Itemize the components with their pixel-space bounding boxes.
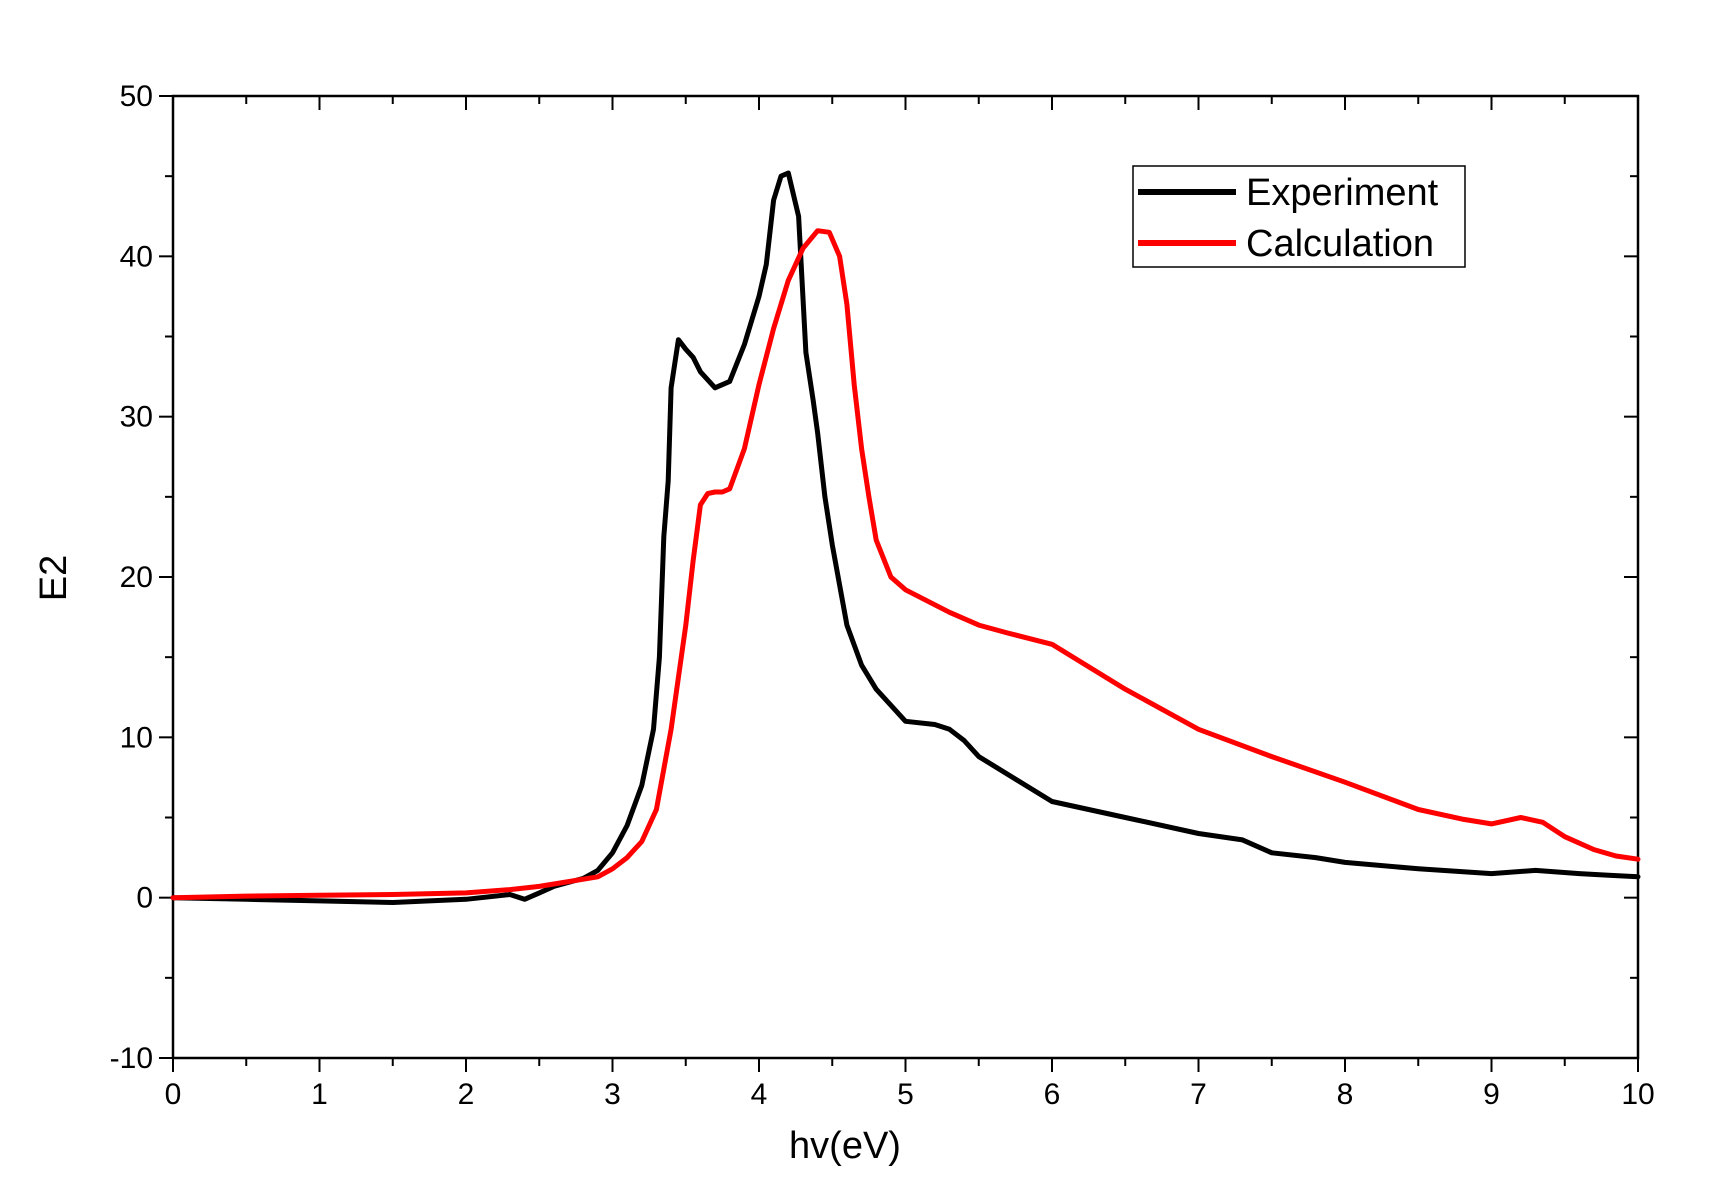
x-tick-label: 7: [1190, 1078, 1207, 1111]
x-axis-ticks: 0 1 2 3 4 5 6 7 8 9 10: [165, 96, 1655, 1111]
x-tick-label: 9: [1483, 1078, 1500, 1111]
x-tick-label: 1: [311, 1078, 328, 1111]
series-line-calculation: [170, 228, 1641, 901]
x-axis-title: hv(eV): [789, 1125, 901, 1167]
series-layer: [170, 170, 1641, 905]
x-tick-label: 2: [458, 1078, 475, 1111]
x-tick-label: 5: [897, 1078, 914, 1111]
y-axis-title: E2: [33, 555, 75, 601]
y-tick-label: 30: [120, 401, 153, 434]
y-tick-label: -10: [110, 1042, 153, 1075]
legend-label-experiment: Experiment: [1246, 172, 1439, 214]
x-tick-label: 6: [1044, 1078, 1061, 1111]
legend: Experiment Calculation: [1132, 165, 1466, 268]
y-tick-label: 40: [120, 240, 153, 273]
legend-label-calculation: Calculation: [1246, 223, 1434, 265]
x-tick-label: 8: [1337, 1078, 1354, 1111]
y-tick-label: 50: [120, 80, 153, 113]
y-tick-label: 0: [136, 882, 153, 915]
x-tick-label: 3: [604, 1078, 621, 1111]
series-line-experiment: [170, 170, 1641, 905]
y-axis-ticks: -10 0 10 20 30 40 50: [110, 80, 1638, 1075]
x-tick-label: 10: [1621, 1078, 1654, 1111]
x-tick-label: 4: [751, 1078, 768, 1111]
y-tick-label: 20: [120, 561, 153, 594]
x-tick-label: 0: [165, 1078, 182, 1111]
legend-box: [1132, 165, 1466, 268]
y-tick-label: 10: [120, 721, 153, 754]
